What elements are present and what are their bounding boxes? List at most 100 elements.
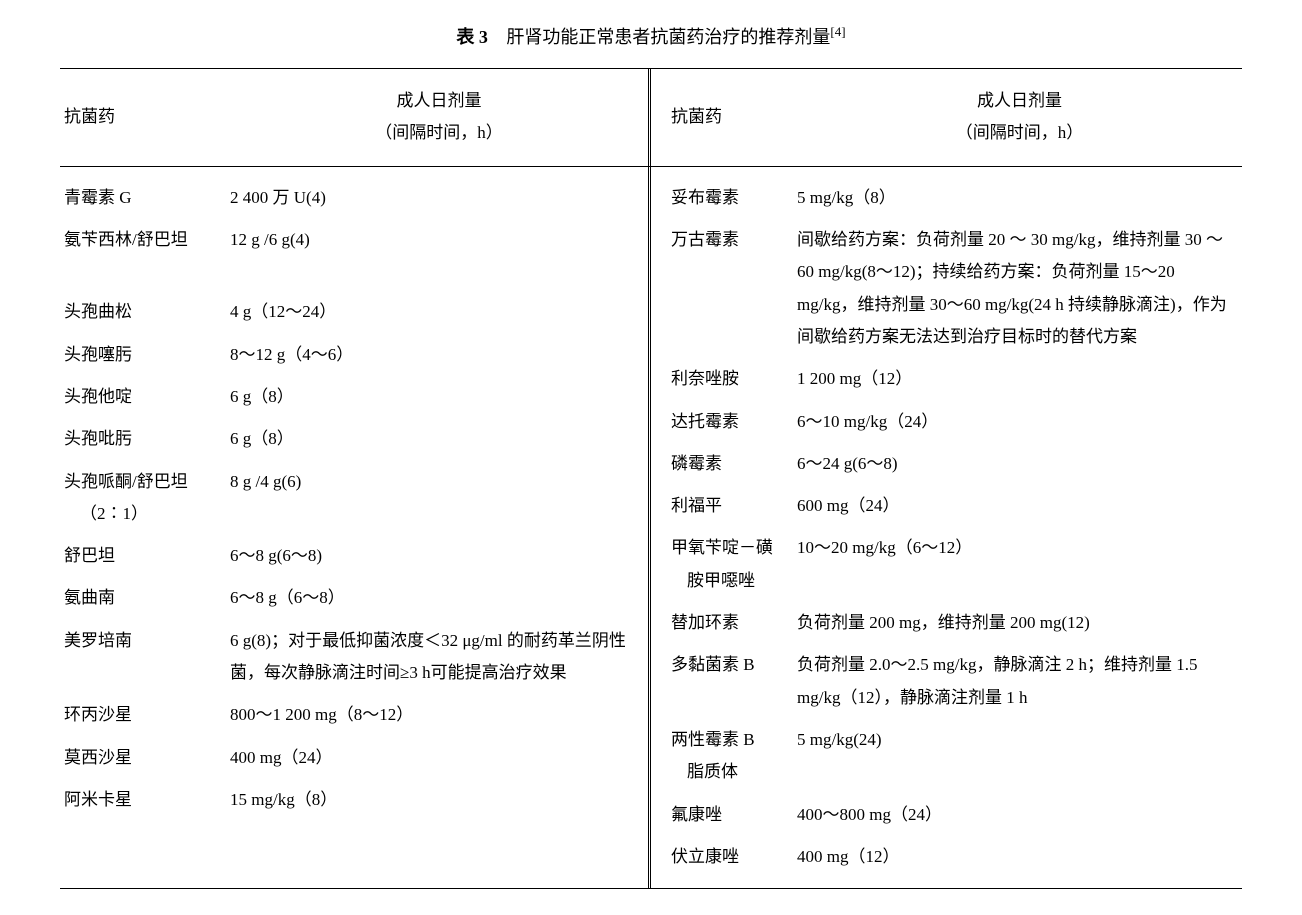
drug-dose-cell: 1 200 mg（12） <box>797 363 1242 395</box>
table-row: 万古霉素间歇给药方案：负荷剂量 20 ～ 30 mg/kg，维持剂量 30 ～ … <box>667 219 1242 358</box>
drug-name-cell: 环丙沙星 <box>60 699 230 731</box>
drug-dose-cell: 8～12 g（4～6） <box>230 339 648 371</box>
drug-dose-cell: 10～20 mg/kg（6～12） <box>797 532 1242 564</box>
header-dose-line2-right: （间隔时间，h） <box>805 117 1234 149</box>
drug-dose-cell: 6 g(8)；对于最低抑菌浓度＜32 μg/ml 的耐药革兰阴性菌，每次静脉滴注… <box>230 625 648 690</box>
title-label: 表 3 <box>456 27 488 47</box>
drug-name-cell: 妥布霉素 <box>667 182 797 214</box>
table-row: 头孢吡肟6 g（8） <box>60 418 648 460</box>
drug-name-cell: 多黏菌素 B <box>667 649 797 681</box>
header-dose-line1-left: 成人日剂量 <box>238 85 640 117</box>
drug-dose-cell: 12 g /6 g(4) <box>230 224 648 256</box>
table-row: 多黏菌素 B负荷剂量 2.0～2.5 mg/kg，静脉滴注 2 h；维持剂量 1… <box>667 644 1242 719</box>
drug-name-cell: 头孢噻肟 <box>60 339 230 371</box>
table-row: 磷霉素6～24 g(6～8) <box>667 443 1242 485</box>
table-row: 氨曲南6～8 g（6～8） <box>60 577 648 619</box>
drug-name-cell: 阿米卡星 <box>60 784 230 816</box>
drug-name-cell: 甲氧苄啶－磺胺甲噁唑 <box>667 532 797 597</box>
table-row: 头孢曲松4 g（12～24） <box>60 291 648 333</box>
table-row: 美罗培南6 g(8)；对于最低抑菌浓度＜32 μg/ml 的耐药革兰阴性菌，每次… <box>60 620 648 695</box>
table-right-column: 妥布霉素5 mg/kg（8）万古霉素间歇给药方案：负荷剂量 20 ～ 30 mg… <box>651 167 1242 888</box>
table-row: 阿米卡星15 mg/kg（8） <box>60 779 648 821</box>
drug-name-cell: 伏立康唑 <box>667 841 797 873</box>
header-right-pane: 抗菌药 成人日剂量 （间隔时间，h） <box>651 69 1242 166</box>
table-row: 莫西沙星400 mg（24） <box>60 737 648 779</box>
table-body: 青霉素 G2 400 万 U(4)氨苄西林/舒巴坦12 g /6 g(4)头孢曲… <box>60 167 1242 888</box>
drug-dose-cell: 5 mg/kg(24) <box>797 724 1242 756</box>
drug-name-cell: 氨苄西林/舒巴坦 <box>60 224 230 256</box>
drug-name-cell: 利奈唑胺 <box>667 363 797 395</box>
drug-name-subline: （2∶1） <box>64 498 222 530</box>
drug-dose-cell: 6～8 g(6～8) <box>230 540 648 572</box>
drug-name-cell: 舒巴坦 <box>60 540 230 572</box>
table-row: 伏立康唑400 mg（12） <box>667 836 1242 878</box>
dosage-table: 抗菌药 成人日剂量 （间隔时间，h） 抗菌药 成人日剂量 （间隔时间，h） 青霉… <box>60 68 1242 889</box>
drug-name-cell: 头孢曲松 <box>60 296 230 328</box>
drug-dose-cell: 间歇给药方案：负荷剂量 20 ～ 30 mg/kg，维持剂量 30 ～ 60 m… <box>797 224 1242 353</box>
drug-name-cell: 头孢吡肟 <box>60 423 230 455</box>
table-row: 甲氧苄啶－磺胺甲噁唑10～20 mg/kg（6～12） <box>667 527 1242 602</box>
drug-dose-cell: 8 g /4 g(6) <box>230 466 648 498</box>
drug-name-cell: 氟康唑 <box>667 799 797 831</box>
drug-name-cell: 氨曲南 <box>60 582 230 614</box>
drug-dose-cell: 800～1 200 mg（8～12） <box>230 699 648 731</box>
table-header-row: 抗菌药 成人日剂量 （间隔时间，h） 抗菌药 成人日剂量 （间隔时间，h） <box>60 69 1242 167</box>
drug-dose-cell: 400 mg（12） <box>797 841 1242 873</box>
drug-dose-cell: 400 mg（24） <box>230 742 648 774</box>
drug-dose-cell: 6 g（8） <box>230 423 648 455</box>
drug-name-subline: 胺甲噁唑 <box>671 565 789 597</box>
table-left-column: 青霉素 G2 400 万 U(4)氨苄西林/舒巴坦12 g /6 g(4)头孢曲… <box>60 167 651 888</box>
drug-name-cell: 美罗培南 <box>60 625 230 657</box>
header-drug-name-right: 抗菌药 <box>667 79 797 156</box>
drug-dose-cell: 6～10 mg/kg（24） <box>797 406 1242 438</box>
title-main: 肝肾功能正常患者抗菌药治疗的推荐剂量 <box>506 27 830 47</box>
table-row: 头孢他啶6 g（8） <box>60 376 648 418</box>
drug-name-cell: 替加环素 <box>667 607 797 639</box>
drug-dose-cell: 6～24 g(6～8) <box>797 448 1242 480</box>
drug-name-cell: 头孢他啶 <box>60 381 230 413</box>
header-dose-line1-right: 成人日剂量 <box>805 85 1234 117</box>
drug-dose-cell: 600 mg（24） <box>797 490 1242 522</box>
drug-name-cell: 青霉素 G <box>60 182 230 214</box>
table-row <box>60 281 648 291</box>
drug-dose-cell: 负荷剂量 2.0～2.5 mg/kg，静脉滴注 2 h；维持剂量 1.5 mg/… <box>797 649 1242 714</box>
drug-name-cell: 头孢哌酮/舒巴坦（2∶1） <box>60 466 230 531</box>
table-row: 头孢哌酮/舒巴坦（2∶1）8 g /4 g(6) <box>60 461 648 536</box>
header-dose-left: 成人日剂量 （间隔时间，h） <box>230 79 648 156</box>
drug-dose-cell: 负荷剂量 200 mg，维持剂量 200 mg(12) <box>797 607 1242 639</box>
table-row: 环丙沙星800～1 200 mg（8～12） <box>60 694 648 736</box>
drug-name-subline: 脂质体 <box>671 756 789 788</box>
drug-dose-cell: 6～8 g（6～8） <box>230 582 648 614</box>
title-reference: [4] <box>830 24 845 39</box>
drug-dose-cell: 15 mg/kg（8） <box>230 784 648 816</box>
drug-name-cell: 莫西沙星 <box>60 742 230 774</box>
table-row: 两性霉素 B脂质体5 mg/kg(24) <box>667 719 1242 794</box>
drug-dose-cell: 6 g（8） <box>230 381 648 413</box>
drug-name-cell: 两性霉素 B脂质体 <box>667 724 797 789</box>
table-row: 利奈唑胺1 200 mg（12） <box>667 358 1242 400</box>
table-row: 氟康唑400～800 mg（24） <box>667 794 1242 836</box>
table-row: 头孢噻肟8～12 g（4～6） <box>60 334 648 376</box>
table-row: 青霉素 G2 400 万 U(4) <box>60 177 648 219</box>
header-dose-line2-left: （间隔时间，h） <box>238 117 640 149</box>
table-row: 氨苄西林/舒巴坦12 g /6 g(4) <box>60 219 648 261</box>
drug-dose-cell: 2 400 万 U(4) <box>230 182 648 214</box>
table-row <box>60 261 648 271</box>
table-row: 舒巴坦6～8 g(6～8) <box>60 535 648 577</box>
header-left-pane: 抗菌药 成人日剂量 （间隔时间，h） <box>60 69 651 166</box>
drug-name-cell: 磷霉素 <box>667 448 797 480</box>
table-title: 表 3 肝肾功能正常患者抗菌药治疗的推荐剂量[4] <box>60 20 1242 54</box>
drug-name-cell: 利福平 <box>667 490 797 522</box>
header-dose-right: 成人日剂量 （间隔时间，h） <box>797 79 1242 156</box>
header-drug-name-left: 抗菌药 <box>60 79 230 156</box>
drug-dose-cell: 4 g（12～24） <box>230 296 648 328</box>
drug-dose-cell: 5 mg/kg（8） <box>797 182 1242 214</box>
table-row: 妥布霉素5 mg/kg（8） <box>667 177 1242 219</box>
drug-dose-cell: 400～800 mg（24） <box>797 799 1242 831</box>
table-row: 利福平600 mg（24） <box>667 485 1242 527</box>
table-row: 达托霉素6～10 mg/kg（24） <box>667 401 1242 443</box>
table-row <box>60 271 648 281</box>
drug-name-cell: 达托霉素 <box>667 406 797 438</box>
drug-name-cell: 万古霉素 <box>667 224 797 256</box>
table-row: 替加环素负荷剂量 200 mg，维持剂量 200 mg(12) <box>667 602 1242 644</box>
